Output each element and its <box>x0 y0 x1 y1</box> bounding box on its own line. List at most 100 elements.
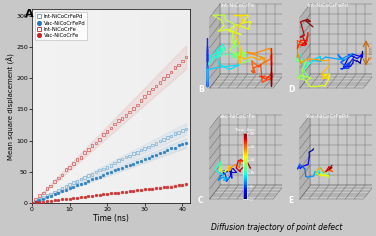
Point <box>123 190 129 194</box>
Point <box>172 66 178 70</box>
Point <box>85 194 91 198</box>
Point <box>93 176 99 179</box>
Point <box>44 199 50 203</box>
Point <box>40 191 46 195</box>
Point <box>108 164 114 168</box>
Point <box>40 197 46 201</box>
Point <box>161 76 167 80</box>
Point <box>176 184 182 187</box>
Point <box>119 157 125 161</box>
Point <box>93 193 99 197</box>
Point <box>172 184 178 188</box>
Point <box>157 80 163 84</box>
Point <box>179 59 185 63</box>
Point <box>97 138 103 142</box>
Point <box>115 159 121 162</box>
Point <box>112 122 118 126</box>
Point <box>55 198 61 202</box>
Point <box>104 130 110 133</box>
Point <box>36 194 42 198</box>
Point <box>78 195 84 199</box>
Point <box>146 187 152 191</box>
Point <box>93 141 99 145</box>
Point <box>157 139 163 143</box>
Point <box>108 192 114 195</box>
Point <box>104 192 110 196</box>
Point <box>52 192 58 196</box>
Point <box>63 188 69 192</box>
Point <box>89 177 95 181</box>
Point <box>157 186 163 190</box>
Point <box>146 145 152 149</box>
Point <box>112 191 118 195</box>
Point <box>138 188 144 192</box>
Point <box>52 198 58 202</box>
Point <box>44 186 50 190</box>
Point <box>168 146 174 150</box>
Point <box>127 190 133 193</box>
Point <box>67 183 73 187</box>
Point <box>123 114 129 118</box>
Point <box>164 185 170 189</box>
Point <box>146 156 152 160</box>
Point <box>127 163 133 166</box>
Point <box>48 194 54 198</box>
Point <box>176 131 182 135</box>
Point <box>63 197 69 201</box>
Point <box>74 180 80 183</box>
Point <box>85 179 91 183</box>
Point <box>157 151 163 155</box>
Point <box>48 184 54 188</box>
Point <box>67 187 73 190</box>
Text: Vac-NiCoCrFePd: Vac-NiCoCrFePd <box>306 114 350 119</box>
Point <box>172 146 178 150</box>
Point <box>176 63 182 67</box>
Point <box>48 192 54 196</box>
Point <box>29 201 35 205</box>
Point <box>149 154 155 158</box>
Point <box>119 117 125 120</box>
Point <box>29 201 35 205</box>
Point <box>97 193 103 197</box>
Point <box>164 148 170 152</box>
Point <box>100 133 106 136</box>
Point <box>108 126 114 130</box>
Point <box>179 128 185 132</box>
Point <box>85 174 91 177</box>
Point <box>176 143 182 147</box>
X-axis label: Time (ns): Time (ns) <box>93 214 129 223</box>
Point <box>44 195 50 199</box>
Point <box>161 138 167 141</box>
Point <box>149 143 155 147</box>
Point <box>36 198 42 202</box>
Point <box>142 188 148 191</box>
Text: B: B <box>198 85 204 94</box>
Point <box>67 166 73 170</box>
Point <box>36 198 42 202</box>
Point <box>33 201 39 204</box>
Point <box>63 185 69 189</box>
Point <box>93 170 99 174</box>
Point <box>40 200 46 203</box>
Point <box>130 152 136 155</box>
Text: E: E <box>288 196 294 205</box>
Point <box>164 74 170 78</box>
Point <box>78 177 84 181</box>
Point <box>74 158 80 161</box>
Point <box>179 183 185 187</box>
Point <box>115 119 121 122</box>
Point <box>134 151 140 154</box>
Point <box>70 185 76 189</box>
Point <box>52 190 58 194</box>
Point <box>78 156 84 159</box>
Point <box>33 200 39 203</box>
Point <box>74 196 80 199</box>
Point <box>33 198 39 202</box>
Point <box>97 168 103 172</box>
Point <box>183 141 189 145</box>
Point <box>55 176 61 180</box>
Point <box>115 167 121 171</box>
Point <box>112 161 118 165</box>
Point <box>29 201 35 205</box>
Point <box>183 182 189 186</box>
